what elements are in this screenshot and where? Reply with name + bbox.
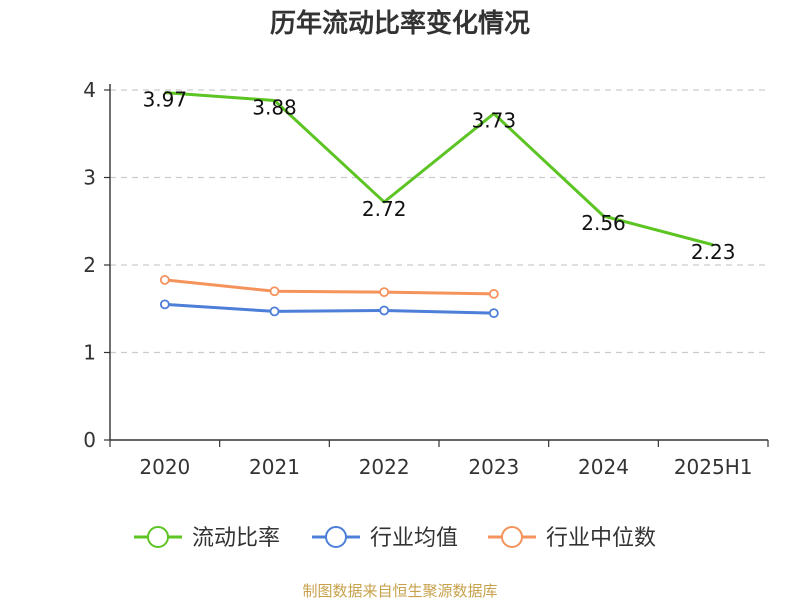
y-tick-label-1: 1 xyxy=(83,341,96,365)
series-line-2 xyxy=(164,278,494,296)
data-label-2022: 2.72 xyxy=(362,197,407,221)
chart-title: 历年流动比率变化情况 xyxy=(270,8,530,39)
data-label-2024: 2.56 xyxy=(581,211,626,235)
series-layer xyxy=(159,91,714,319)
series-2-point-2022 xyxy=(379,287,390,298)
data-labels: 3.97 3.88 2.72 3.73 2.56 2.23 xyxy=(143,88,736,264)
x-tick-label-2022: 2022 xyxy=(359,455,410,479)
legend-marker-icon xyxy=(501,526,523,548)
x-tick-label-2021: 2021 xyxy=(249,455,300,479)
series-2-point-2021 xyxy=(269,286,280,297)
series-line-0 xyxy=(164,91,714,247)
series-1-point-2022 xyxy=(379,305,390,316)
y-tick-label-0: 0 xyxy=(83,428,96,452)
x-tick-label-2020: 2020 xyxy=(139,455,190,479)
y-tick-label-2: 2 xyxy=(83,253,96,277)
data-label-2023: 3.73 xyxy=(472,109,517,133)
x-tick-label-2024: 2024 xyxy=(578,455,629,479)
axes: 0 1 2 3 4 2020 2021 2022 2023 2024 2025H1 xyxy=(83,78,769,479)
series-line-1 xyxy=(164,302,494,315)
legend-marker-icon xyxy=(325,526,347,548)
series-2-point-2023 xyxy=(488,288,499,299)
legend[interactable]: 流动比率 行业均值 行业中位数 xyxy=(134,526,656,551)
legend-label: 行业均值 xyxy=(370,526,458,551)
series-1-point-2023 xyxy=(488,308,499,319)
y-tick-label-3: 3 xyxy=(83,166,96,190)
legend-marker-icon xyxy=(147,526,169,548)
legend-item-2[interactable]: 行业中位数 xyxy=(488,526,656,551)
series-1-point-2020 xyxy=(159,299,170,310)
source-note: 制图数据来自恒生聚源数据库 xyxy=(302,582,497,600)
legend-label: 行业中位数 xyxy=(546,526,656,551)
series-1-point-2021 xyxy=(269,306,280,317)
data-label-2025H1: 2.23 xyxy=(691,240,736,264)
data-label-2020: 3.97 xyxy=(143,88,188,112)
x-tick-label-2025H1: 2025H1 xyxy=(674,455,753,479)
legend-label: 流动比率 xyxy=(192,526,280,551)
legend-item-0[interactable]: 流动比率 xyxy=(134,526,280,551)
series-2-point-2020 xyxy=(159,274,170,285)
legend-item-1[interactable]: 行业均值 xyxy=(312,526,458,551)
y-tick-label-4: 4 xyxy=(83,78,96,102)
x-tick-label-2023: 2023 xyxy=(468,455,519,479)
data-label-2021: 3.88 xyxy=(252,96,297,120)
